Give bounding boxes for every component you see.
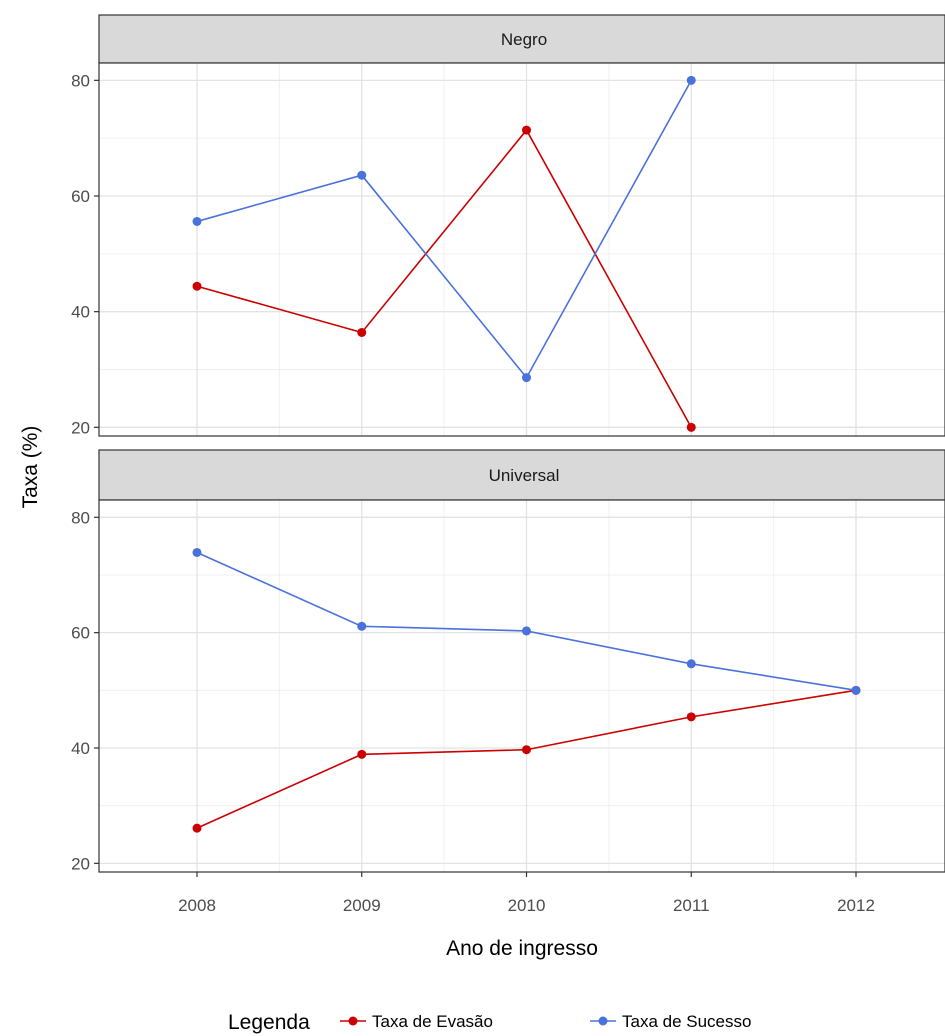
y-tick-label: 80	[71, 508, 90, 527]
data-point-sucesso	[357, 170, 367, 180]
series-line-sucesso	[196, 79, 692, 380]
data-point-sucesso	[192, 547, 202, 557]
data-point-sucesso	[851, 685, 861, 695]
plot-background	[99, 63, 945, 436]
panel-border	[98, 499, 945, 873]
data-point-evasao	[357, 327, 367, 337]
panel-strip	[98, 14, 945, 64]
y-tick-label: 40	[71, 739, 90, 758]
legend: Legenda Taxa de Evasão Taxa de Sucesso	[228, 1011, 751, 1034]
panel-strip-label: Negro	[501, 30, 547, 49]
legend-entry-label: Taxa de Sucesso	[622, 1012, 751, 1031]
data-point-sucesso	[192, 216, 202, 226]
data-point-sucesso	[686, 659, 696, 669]
data-point-sucesso	[357, 621, 367, 631]
x-tick-label: 2012	[837, 896, 875, 915]
x-tick-label: 2008	[178, 896, 216, 915]
data-point-evasao	[192, 823, 202, 833]
legend-key-point	[598, 1016, 608, 1026]
plot-background	[99, 500, 945, 872]
panel-strip-label: Universal	[489, 466, 560, 485]
x-tick-label: 2011	[673, 896, 710, 915]
data-point-sucesso	[522, 373, 531, 383]
data-point-evasao	[686, 712, 696, 722]
y-tick-label: 20	[71, 854, 90, 873]
y-tick-label: 40	[71, 303, 90, 322]
x-tick-label: 2009	[343, 896, 381, 915]
data-point-evasao	[192, 281, 202, 291]
data-point-evasao	[686, 422, 696, 432]
data-point-evasao	[522, 745, 531, 755]
data-point-evasao	[522, 125, 531, 135]
y-tick-label: 60	[71, 624, 90, 643]
x-axis-title: Ano de ingresso	[446, 937, 598, 960]
legend-title: Legenda	[228, 1011, 310, 1034]
y-tick-label: 80	[71, 71, 90, 90]
panel-universal: Universal 20 40 60 80	[71, 449, 945, 873]
legend-key-point	[348, 1016, 358, 1026]
y-axis-title: Taxa (%)	[19, 426, 42, 509]
y-tick-label: 60	[71, 187, 90, 206]
series-line-evasao	[196, 128, 692, 428]
x-tick-label: 2010	[508, 896, 546, 915]
legend-entry-label: Taxa de Evasão	[372, 1012, 493, 1031]
panel-strip	[98, 449, 945, 501]
y-tick-label: 20	[71, 418, 90, 437]
data-point-evasao	[357, 749, 367, 759]
panel-negro: Negro 20 40 60 80	[71, 14, 945, 437]
panel-border	[98, 62, 945, 437]
data-point-sucesso	[522, 626, 531, 636]
data-point-sucesso	[686, 75, 696, 85]
